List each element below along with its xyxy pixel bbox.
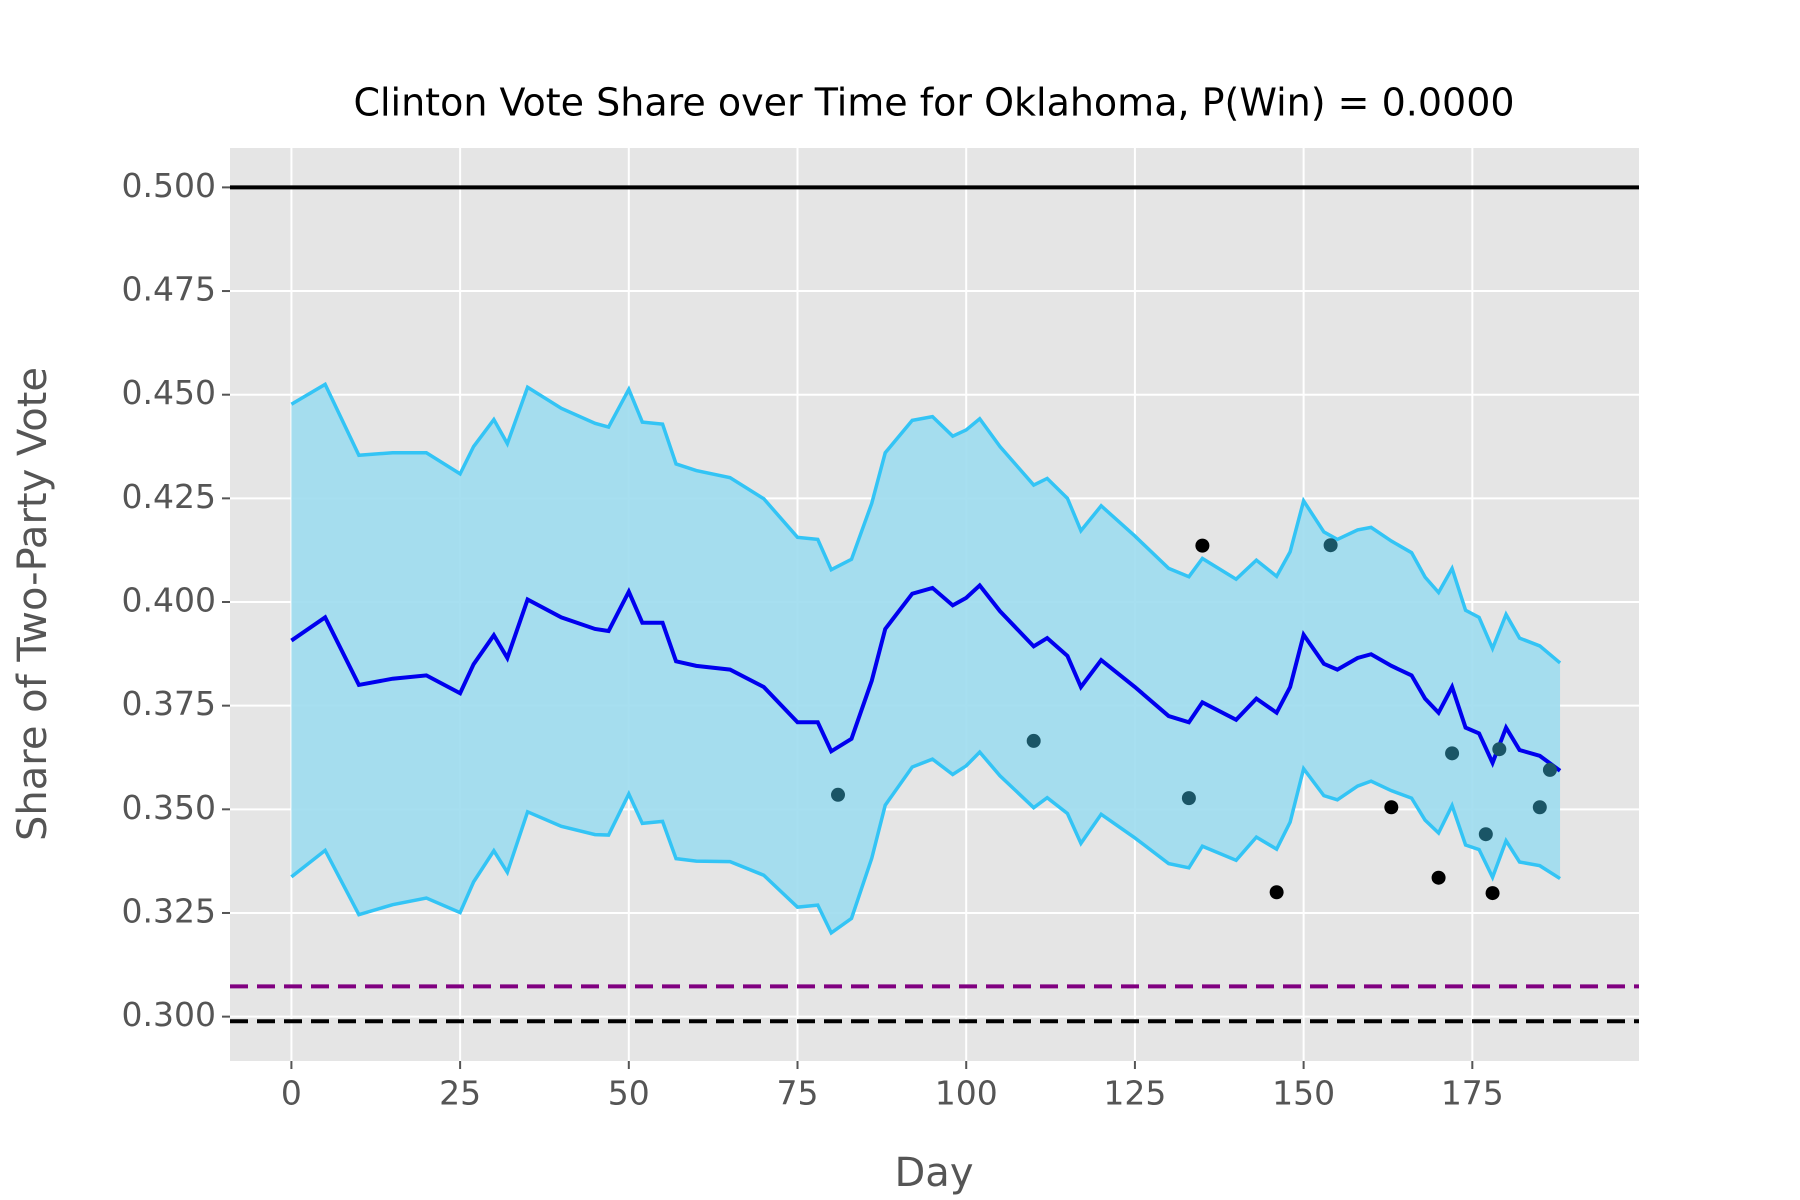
y-tick-label: 0.500 [122, 166, 216, 205]
poll-point [1542, 762, 1557, 777]
series-line [290, 749, 1561, 936]
poll-point [1485, 886, 1500, 901]
series-line [290, 582, 1562, 773]
y-tick-label: 0.400 [122, 581, 216, 620]
x-tick-label: 100 [935, 1074, 998, 1113]
x-tick-label: 125 [1103, 1074, 1166, 1113]
chart-title: Clinton Vote Share over Time for Oklahom… [353, 81, 1514, 125]
y-tick-label: 0.475 [122, 270, 216, 309]
poll-point [1195, 538, 1210, 553]
interval-band [291, 384, 1561, 933]
poll-point [1478, 827, 1493, 842]
x-tick-label: 0 [281, 1074, 302, 1113]
poll-point [831, 787, 846, 802]
x-tick-label: 150 [1272, 1074, 1335, 1113]
series-line [290, 381, 1562, 665]
x-tick-label: 50 [608, 1074, 650, 1113]
poll-point [1532, 800, 1547, 815]
poll-point [1492, 742, 1507, 757]
poll-point [1445, 746, 1460, 761]
x-tick-label: 75 [777, 1074, 819, 1113]
y-tick-label: 0.350 [122, 788, 216, 827]
poll-point [1181, 791, 1196, 806]
y-tick-label: 0.325 [122, 891, 216, 930]
y-axis-label: Share of Two-Party Vote [10, 367, 56, 841]
x-tick-label: 25 [439, 1074, 481, 1113]
x-axis-label: Day [895, 1150, 974, 1196]
poll-point [1323, 538, 1338, 553]
y-tick-label: 0.425 [122, 477, 216, 516]
y-tick-label: 0.450 [122, 373, 216, 412]
y-tick-label: 0.375 [122, 684, 216, 723]
y-tick-label: 0.300 [122, 995, 216, 1034]
poll-point [1269, 885, 1284, 900]
poll-point [1026, 733, 1041, 748]
x-tick-label: 175 [1441, 1074, 1504, 1113]
poll-point [1384, 800, 1399, 815]
poll-point [1431, 870, 1446, 885]
